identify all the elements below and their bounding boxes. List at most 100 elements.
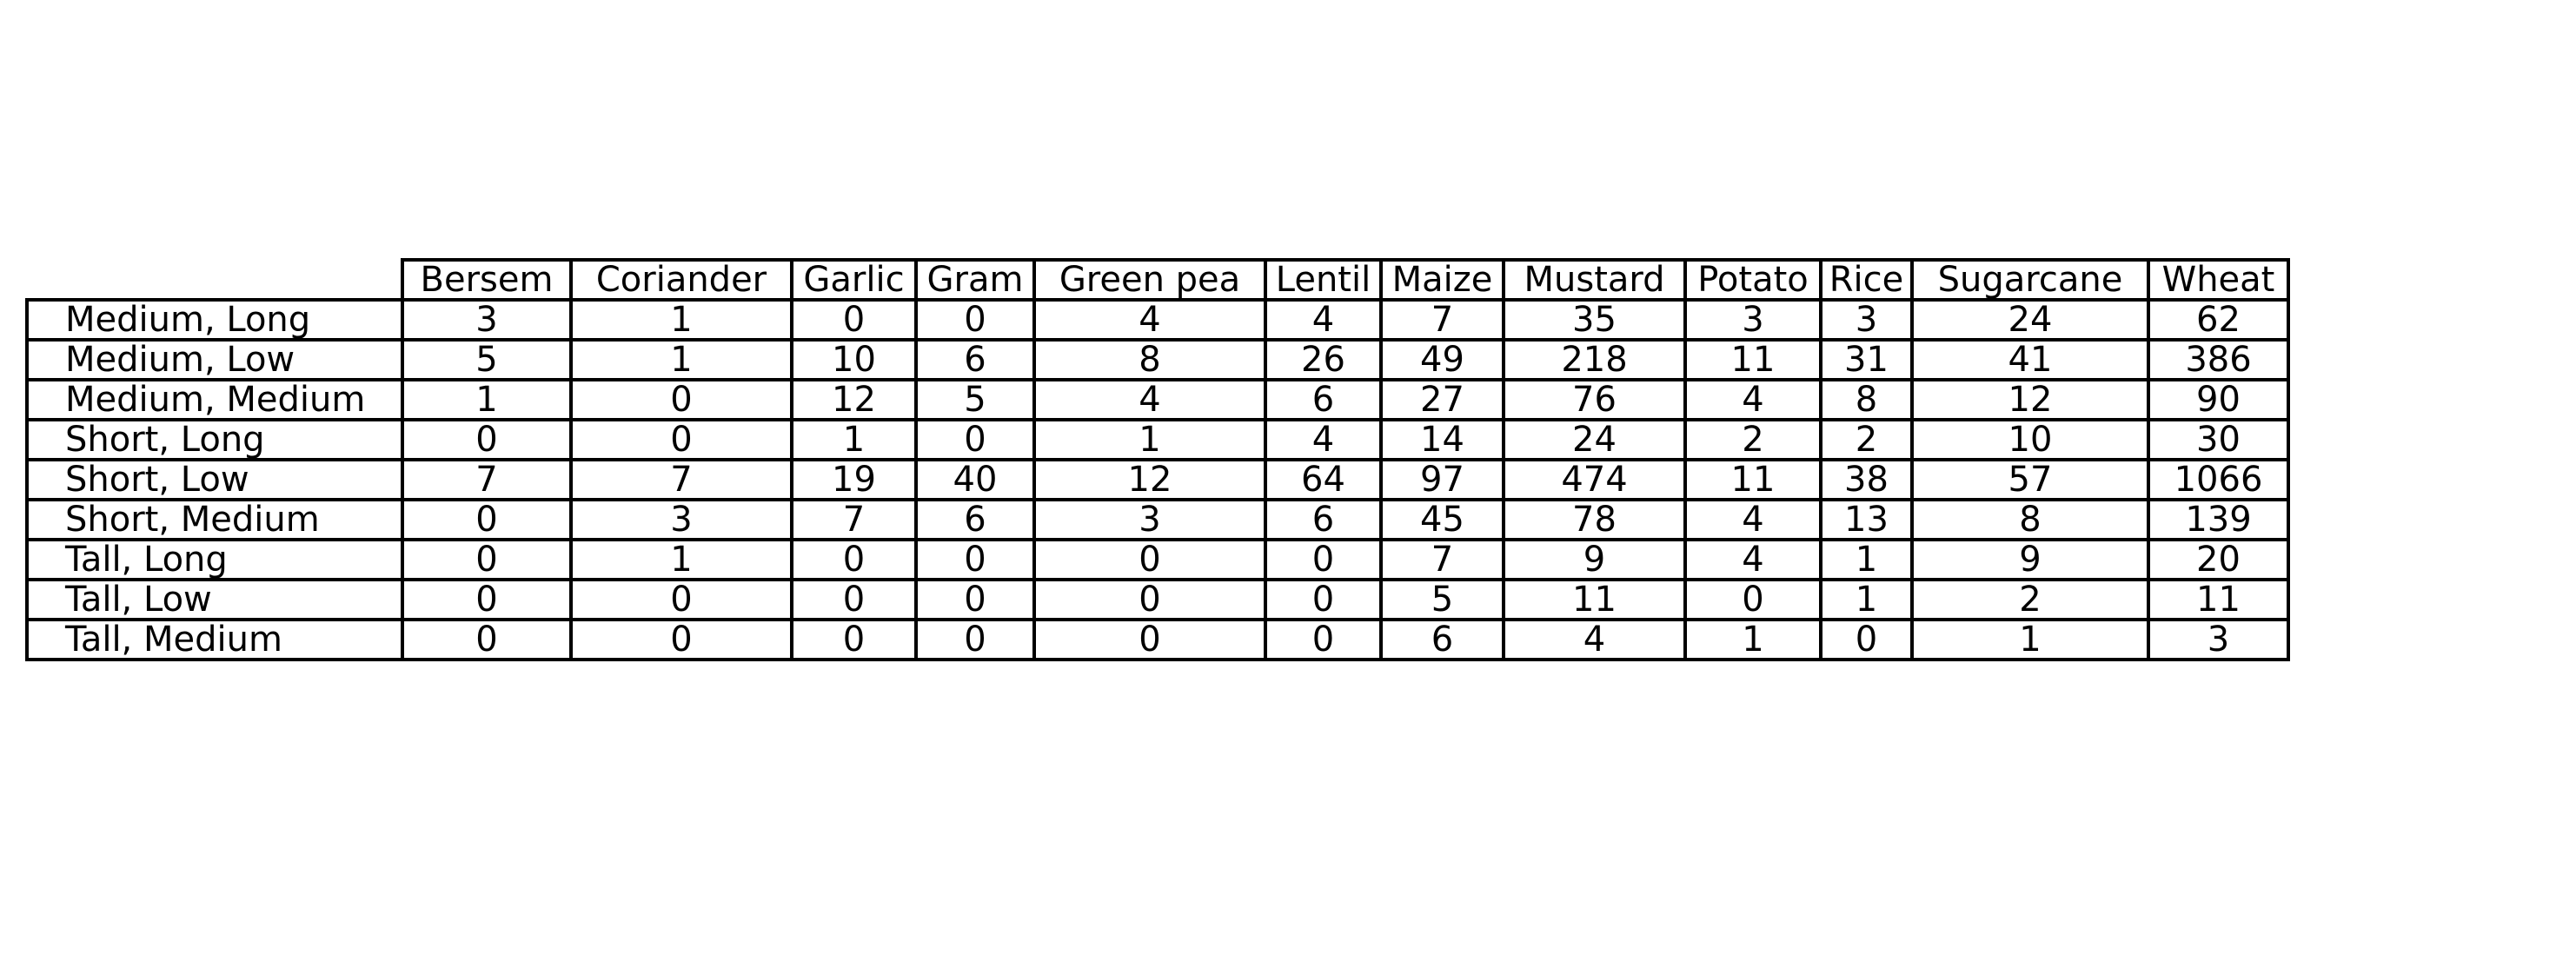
table-cell: 3 [401, 298, 573, 342]
table-cell: 57 [1910, 458, 2150, 501]
table-cell: 13 [1819, 498, 1914, 541]
table-cell: 4 [1032, 378, 1267, 421]
table-cell: 10 [790, 338, 918, 381]
crop-count-table-container: Bersem Coriander Garlic Gram Green pea Lentil… [25, 258, 2290, 661]
table-cell: 76 [1502, 378, 1687, 421]
row-label: Medium, Medium [25, 378, 404, 421]
table-cell: 12 [790, 378, 918, 421]
table-cell: 0 [790, 618, 918, 661]
table-cell: 0 [1264, 538, 1383, 581]
table-cell: 0 [790, 578, 918, 621]
row-label: Short, Low [25, 458, 404, 501]
table-cell: 0 [914, 418, 1036, 461]
table-cell: 0 [914, 578, 1036, 621]
table-cell: 2 [1683, 418, 1822, 461]
table-cell: 0 [1032, 578, 1267, 621]
table-row: Tall, Low 0 0 0 0 0 0 5 11 0 1 2 11 [25, 578, 2290, 621]
table-cell: 139 [2147, 498, 2290, 541]
table-cell: 3 [569, 498, 793, 541]
table-cell: 0 [1032, 538, 1267, 581]
column-header: Wheat [2147, 258, 2290, 302]
table-cell: 7 [1379, 298, 1505, 342]
table-cell: 31 [1819, 338, 1914, 381]
table-cell: 4 [1502, 618, 1687, 661]
table-cell: 1 [790, 418, 918, 461]
table-cell: 6 [914, 338, 1036, 381]
table-cell: 9 [1910, 538, 2150, 581]
column-header: Garlic [790, 258, 918, 302]
table-row: Tall, Medium 0 0 0 0 0 0 6 4 1 0 1 3 [25, 618, 2290, 661]
table-cell: 0 [1264, 618, 1383, 661]
table-cell: 474 [1502, 458, 1687, 501]
table-cell: 78 [1502, 498, 1687, 541]
table-cell: 4 [1683, 538, 1822, 581]
table-cell: 1 [1683, 618, 1822, 661]
row-label: Tall, Long [25, 538, 404, 581]
table-cell: 1 [569, 538, 793, 581]
table-body: Medium, Long 3 1 0 0 4 4 7 35 3 3 24 62 Medium, Low 5 1… [25, 298, 2290, 661]
table-cell: 0 [401, 618, 573, 661]
table-cell: 0 [914, 538, 1036, 581]
table-cell: 0 [790, 538, 918, 581]
table-cell: 97 [1379, 458, 1505, 501]
table-cell: 4 [1683, 378, 1822, 421]
table-cell: 0 [569, 418, 793, 461]
table-cell: 62 [2147, 298, 2290, 342]
table-row: Short, Low 7 7 19 40 12 64 97 474 11 38 57 1066 [25, 458, 2290, 501]
table-cell: 64 [1264, 458, 1383, 501]
table-cell: 0 [1683, 578, 1822, 621]
table-cell: 7 [569, 458, 793, 501]
table-cell: 24 [1502, 418, 1687, 461]
row-label: Tall, Medium [25, 618, 404, 661]
table-cell: 1 [1910, 618, 2150, 661]
column-header: Green pea [1032, 258, 1267, 302]
table-cell: 1 [569, 338, 793, 381]
table-row: Short, Long 0 0 1 0 1 4 14 24 2 2 10 30 [25, 418, 2290, 461]
table-cell: 7 [1379, 538, 1505, 581]
table-cell: 386 [2147, 338, 2290, 381]
table-row: Short, Medium 0 3 7 6 3 6 45 78 4 13 8 139 [25, 498, 2290, 541]
table-cell: 45 [1379, 498, 1505, 541]
table-cell: 2 [1819, 418, 1914, 461]
corner-cell [27, 260, 404, 302]
row-label: Short, Medium [25, 498, 404, 541]
table-cell: 12 [1032, 458, 1267, 501]
table-cell: 5 [914, 378, 1036, 421]
table-cell: 5 [401, 338, 573, 381]
table-cell: 11 [1683, 458, 1822, 501]
header-row: Bersem Coriander Garlic Gram Green pea Lentil… [27, 258, 2290, 302]
table-cell: 218 [1502, 338, 1687, 381]
crop-count-table: Bersem Coriander Garlic Gram Green pea Lentil… [25, 258, 2290, 661]
table-cell: 49 [1379, 338, 1505, 381]
table-cell: 4 [1683, 498, 1822, 541]
table-cell: 2 [1910, 578, 2150, 621]
table-cell: 0 [401, 538, 573, 581]
column-header: Potato [1683, 258, 1822, 302]
table-row: Medium, Medium 1 0 12 5 4 6 27 76 4 8 12 90 [25, 378, 2290, 421]
table-cell: 0 [401, 578, 573, 621]
table-cell: 0 [1032, 618, 1267, 661]
table-cell: 11 [2147, 578, 2290, 621]
table-cell: 27 [1379, 378, 1505, 421]
table-cell: 6 [1264, 498, 1383, 541]
table-cell: 6 [1264, 378, 1383, 421]
column-header: Mustard [1502, 258, 1687, 302]
table-cell: 6 [1379, 618, 1505, 661]
table-cell: 1 [1819, 578, 1914, 621]
column-header: Gram [914, 258, 1036, 302]
table-cell: 38 [1819, 458, 1914, 501]
table-cell: 4 [1264, 298, 1383, 342]
table-cell: 9 [1502, 538, 1687, 581]
table-cell: 0 [1264, 578, 1383, 621]
table-cell: 12 [1910, 378, 2150, 421]
table-cell: 0 [401, 418, 573, 461]
row-label: Short, Long [25, 418, 404, 461]
row-label: Medium, Low [25, 338, 404, 381]
column-header: Maize [1379, 258, 1505, 302]
row-label: Tall, Low [25, 578, 404, 621]
table-cell: 6 [914, 498, 1036, 541]
table-cell: 0 [569, 378, 793, 421]
table-cell: 3 [1683, 298, 1822, 342]
table-cell: 4 [1264, 418, 1383, 461]
table-cell: 1 [1819, 538, 1914, 581]
